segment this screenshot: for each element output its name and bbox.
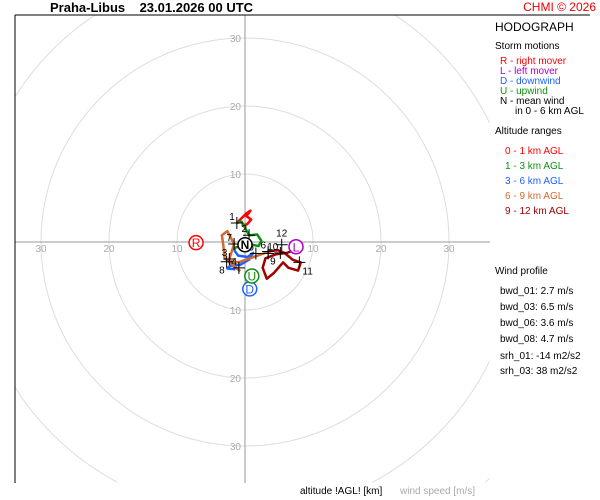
tick-label: 30 [443,244,455,255]
storm-motions-title: Storm motions [495,41,560,52]
altitude-marker [249,247,262,260]
altitude-ranges-title: Altitude ranges [495,126,562,137]
altitude-marker-label: 8 [219,266,225,277]
storm-motion-label: U [247,270,256,284]
storm-motion-item: L - left mover [500,66,558,77]
wind-speed-label: wind speed [m/s] [400,486,476,497]
altitude-marker [274,246,287,259]
storm-motion-label: D [245,282,254,296]
tick-label: 30 [35,244,47,255]
altitude-marker-label: 12 [276,229,288,240]
altitude-marker-label: 9 [270,257,276,268]
tick-label: 20 [230,374,242,385]
credit: CHMI © 2026 [523,0,596,14]
storm-motion-label: L [293,240,300,254]
ring-50 [485,477,490,483]
wind-profile-item: bwd_01: 2.7 m/s [500,286,574,297]
altitude-marker-label: 3 [222,248,228,259]
tick-label: 20 [230,102,242,113]
tick-label: 30 [230,34,242,45]
storm-motion-label: R [192,236,201,250]
storm-motion-marker [188,234,204,251]
tick-label: 20 [375,244,387,255]
tick-label: 10 [230,170,242,181]
storm-motion-marker [237,236,253,253]
altitude-marker-label: 7 [227,233,233,244]
altitude-range-item: 3 - 6 km AGL [505,176,564,187]
storm-motion-item: N - mean wind [500,96,565,107]
storm-motion-item: D - downwind [500,76,561,87]
tick-label: 20 [103,244,115,255]
storm-motion-item: R - right mover [500,56,567,67]
altitude-marker [293,256,306,269]
altitude-marker [275,238,288,251]
altitude-marker [220,255,233,268]
altitude-marker [223,253,236,265]
panel-heading: HODOGRAPH [495,20,574,34]
tick-label: 30 [230,442,242,453]
chart-title: Praha-Libus 23.01.2026 00 UTC [50,0,254,15]
tick-label: 10 [171,244,183,255]
tick-label: 10 [230,306,242,317]
altitude-marker-label: 4 [231,257,237,268]
tick-label: 10 [307,244,319,255]
wind-profile-item: bwd_06: 3.6 m/s [500,318,574,329]
altitude-range-item: 6 - 9 km AGL [505,191,564,202]
hodograph-segment-0 [235,209,253,227]
altitude-marker [262,247,275,260]
altitude-marker-label: 11 [302,266,313,277]
altitude-range-item: 0 - 1 km AGL [505,146,564,157]
altitude-marker-label: 2 [242,224,248,235]
altitude-marker-label: 10 [267,242,279,253]
altitude-range-item: 9 - 12 km AGL [505,206,569,217]
ring-40 [15,14,490,483]
storm-motion-item: U - upwind [500,86,548,97]
altitude-marker-label: 1 [229,212,235,223]
wind-profile-item: bwd_03: 6.5 m/s [500,302,574,313]
storm-motion-marker [288,239,304,255]
hodograph-segment-4 [261,247,303,280]
altitude-marker [230,216,243,229]
wind-profile-item: srh_01: -14 m2/s2 [500,351,581,362]
altitude-axis-label: altitude !AGL! [km] [300,486,383,497]
altitude-marker [232,261,245,274]
hodograph-segment-3 [220,229,272,273]
wind-profile-item: srh_03: 38 m2/s2 [500,366,578,377]
wind-profile-title: Wind profile [495,266,548,277]
storm-motion-item: in 0 - 6 km AGL [515,106,584,117]
plot-area: 101010102020202030303030123456789101112R… [15,14,490,483]
wind-profile-item: bwd_08: 4.7 m/s [500,334,574,345]
altitude-range-item: 1 - 3 km AGL [505,161,564,172]
storm-motion-marker [244,268,260,284]
storm-motion-label: N [241,238,250,252]
altitude-marker-label: 6 [261,241,267,252]
